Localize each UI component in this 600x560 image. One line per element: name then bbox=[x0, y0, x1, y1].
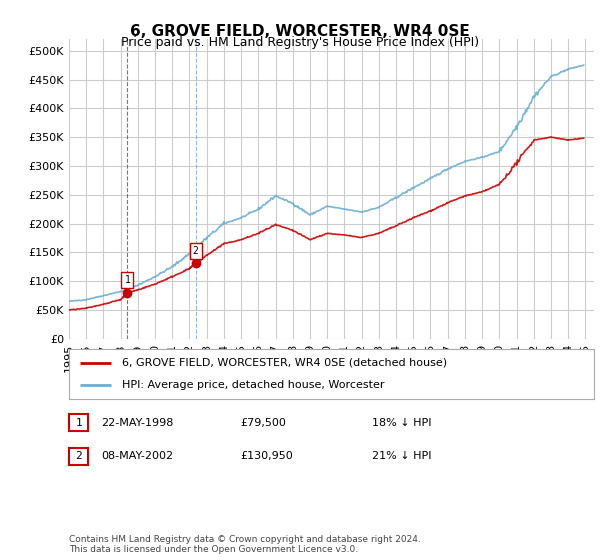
Text: 18% ↓ HPI: 18% ↓ HPI bbox=[372, 418, 431, 428]
Text: 08-MAY-2002: 08-MAY-2002 bbox=[101, 451, 173, 461]
Text: 1: 1 bbox=[75, 418, 82, 428]
Text: Price paid vs. HM Land Registry's House Price Index (HPI): Price paid vs. HM Land Registry's House … bbox=[121, 36, 479, 49]
Text: 1: 1 bbox=[124, 276, 130, 286]
Text: 22-MAY-1998: 22-MAY-1998 bbox=[101, 418, 173, 428]
Text: 21% ↓ HPI: 21% ↓ HPI bbox=[372, 451, 431, 461]
Text: £130,950: £130,950 bbox=[240, 451, 293, 461]
Text: HPI: Average price, detached house, Worcester: HPI: Average price, detached house, Worc… bbox=[121, 380, 384, 390]
Text: 6, GROVE FIELD, WORCESTER, WR4 0SE (detached house): 6, GROVE FIELD, WORCESTER, WR4 0SE (deta… bbox=[121, 358, 446, 368]
Text: £79,500: £79,500 bbox=[240, 418, 286, 428]
Text: 2: 2 bbox=[75, 451, 82, 461]
Text: Contains HM Land Registry data © Crown copyright and database right 2024.
This d: Contains HM Land Registry data © Crown c… bbox=[69, 535, 421, 554]
Text: 2: 2 bbox=[193, 246, 199, 256]
Text: 6, GROVE FIELD, WORCESTER, WR4 0SE: 6, GROVE FIELD, WORCESTER, WR4 0SE bbox=[130, 24, 470, 39]
